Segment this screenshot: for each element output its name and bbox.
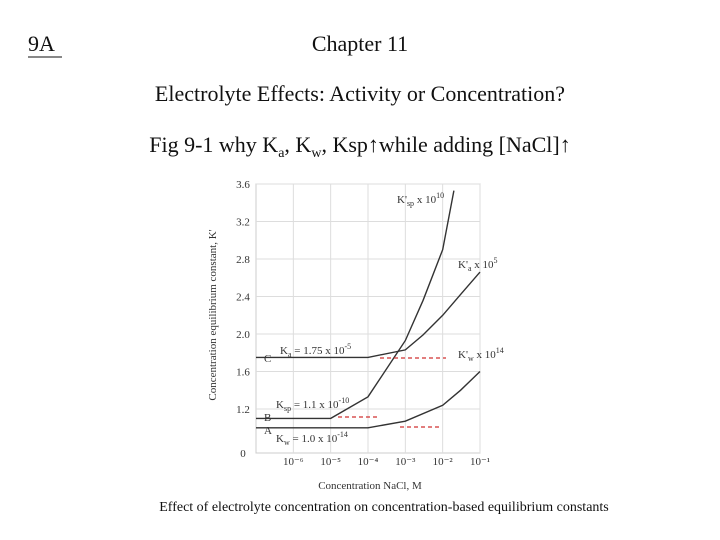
subscript: w (284, 438, 290, 447)
chapter: Chapter 11 (312, 31, 408, 56)
superscript: -14 (337, 430, 348, 439)
superscript: 10 (436, 191, 444, 200)
text: = 1.75 x 10 (292, 345, 345, 357)
subscript: a (468, 264, 472, 273)
subscript: a (288, 350, 292, 359)
text: K (280, 345, 288, 357)
point-label: B (264, 412, 271, 424)
curve-label: Kw = 1.0 x 10-14 (276, 430, 348, 447)
x-tick-label: 10⁻⁴ (358, 456, 379, 468)
plot: 0 1.2 1.6 2.0 2.4 2.8 3.2 3.6 10⁻⁶ 10⁻⁵ 10⁻⁴ 10⁻³ 10… (236, 179, 490, 468)
x-axis-label: Concentration NaCl, M (318, 480, 422, 492)
subscript: sp (407, 199, 414, 208)
y-tick-label: 1.2 (236, 404, 250, 416)
subscript: a (278, 146, 285, 161)
text: x 10 (474, 349, 497, 361)
text: K' (397, 194, 407, 206)
y-tick-label: 2.4 (236, 292, 250, 304)
superscript: 14 (496, 346, 504, 355)
y-tick-label: 3.2 (236, 217, 250, 229)
subscript: sp (284, 404, 291, 413)
curve (256, 370, 481, 429)
text: K (276, 433, 284, 445)
x-tick-label: 10⁻⁵ (320, 456, 341, 468)
text: Fig 9-1 why K (149, 132, 278, 157)
point-label: A (264, 425, 272, 437)
text: = 1.0 x 10 (290, 433, 338, 445)
heading: Electrolyte Effects: Activity or Concent… (155, 81, 565, 106)
curve-label: Ka = 1.75 x 10-5 (280, 342, 351, 359)
subscript: w (468, 354, 474, 363)
text: K' (458, 349, 468, 361)
point-label: C (264, 353, 271, 365)
curve-label: K'sp x 1010 (397, 191, 444, 208)
curve-label: K'w x 1014 (458, 346, 504, 363)
x-tick-label: 10⁻¹ (470, 456, 490, 468)
y-tick-label: 1.6 (236, 367, 250, 379)
text: = 1.1 x 10 (291, 399, 339, 411)
text: , K (284, 132, 311, 157)
y-tick-label: 0 (240, 448, 246, 460)
superscript: 5 (494, 256, 498, 265)
curve (256, 271, 481, 359)
slide-label: 9A (28, 31, 55, 56)
x-tick-label: 10⁻⁶ (283, 456, 304, 468)
curve (256, 190, 455, 420)
x-tick-label: 10⁻² (433, 456, 454, 468)
text: x 10 (414, 194, 437, 206)
y-tick-label: 2.0 (236, 329, 250, 341)
text: x 10 (472, 259, 495, 271)
curve-label: K'a x 105 (458, 256, 498, 273)
superscript: -5 (344, 342, 351, 351)
y-tick-label: 2.8 (236, 254, 250, 266)
subscript: w (311, 146, 322, 161)
text: , Ksp↑while adding [NaCl]↑ (321, 132, 570, 157)
curve-label: Ksp = 1.1 x 10-10 (276, 396, 349, 413)
question: Fig 9-1 why Ka, Kw, Ksp↑while adding [Na… (149, 132, 570, 161)
x-tick-label: 10⁻³ (395, 456, 416, 468)
superscript: -10 (339, 396, 350, 405)
text: K' (458, 259, 468, 271)
caption: Effect of electrolyte concentration on c… (159, 500, 609, 515)
y-axis-label: Concentration equilibrium constant, K' (207, 229, 219, 400)
y-tick-label: 3.6 (236, 179, 250, 191)
text: K (276, 399, 284, 411)
